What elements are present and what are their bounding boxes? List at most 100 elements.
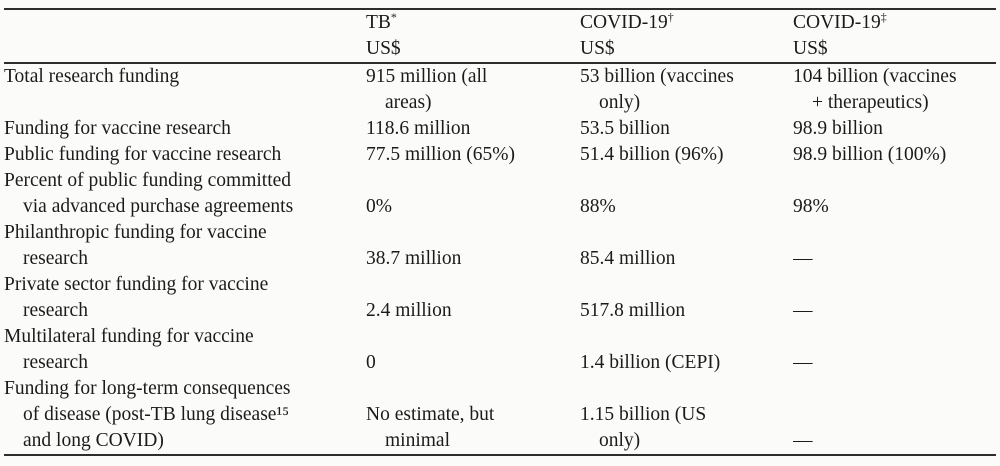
row-label-cell: Total research funding xyxy=(4,63,366,116)
footnote-mark-asterisk: * xyxy=(390,10,397,24)
header-currency: US$ xyxy=(793,38,828,59)
header-currency: US$ xyxy=(580,38,615,59)
value-line: 2.4 million xyxy=(366,300,452,321)
value-line: 53 billion (vaccines xyxy=(580,66,734,87)
header-cell-covid-dagger: COVID-19† US$ xyxy=(580,9,793,64)
table-row: Funding for vaccine research 118.6 millio… xyxy=(4,116,996,142)
value-line: — xyxy=(793,248,813,269)
value-cell: 53 billion (vaccines only) xyxy=(580,63,793,116)
row-label-line: Private sector funding for vaccine xyxy=(4,274,269,295)
value-line: — xyxy=(793,352,813,373)
value-cell: — xyxy=(793,376,996,455)
value-line: No estimate, but xyxy=(366,404,495,425)
row-label-line: Public funding for vaccine research xyxy=(4,144,282,165)
row-label-line: Multilateral funding for vaccine xyxy=(4,326,254,347)
value-line: only) xyxy=(599,92,641,113)
value-line: minimal xyxy=(385,430,450,451)
row-label-cell: Funding for long-term consequences of dis… xyxy=(4,376,366,455)
value-cell: — xyxy=(793,272,996,324)
value-line: 85.4 million xyxy=(580,248,676,269)
value-cell: 118.6 million xyxy=(366,116,580,142)
table-row: Multilateral funding for vaccine research… xyxy=(4,324,996,376)
value-cell: 915 million (all areas) xyxy=(366,63,580,116)
table-row: Total research funding 915 million (all ar… xyxy=(4,63,996,116)
header-cell-empty xyxy=(4,9,366,64)
table-row: Philanthropic funding for vaccine researc… xyxy=(4,220,996,272)
value-line: 98.9 billion (100%) xyxy=(793,144,947,165)
footnote-mark-dagger: † xyxy=(667,10,674,24)
value-cell: 104 billion (vaccines + therapeutics) xyxy=(793,63,996,116)
header-label: TB xyxy=(366,12,391,33)
value-cell: 517.8 million xyxy=(580,272,793,324)
value-cell: 1.15 billion (US only) xyxy=(580,376,793,455)
row-label-cell: Funding for vaccine research xyxy=(4,116,366,142)
table-row: Public funding for vaccine research 77.5 … xyxy=(4,142,996,168)
funding-comparison-table: TB* US$ COVID-19† US$ COVID-19‡ US$ Tota… xyxy=(4,8,996,456)
value-cell: 85.4 million xyxy=(580,220,793,272)
value-line: 104 billion (vaccines xyxy=(793,66,957,87)
value-line: 88% xyxy=(580,196,616,217)
footnote-mark-double-dagger: ‡ xyxy=(880,10,887,24)
header-label: COVID-19 xyxy=(793,12,881,33)
table-row: Private sector funding for vaccine resear… xyxy=(4,272,996,324)
value-line: 53.5 billion xyxy=(580,118,670,139)
value-cell: 98.9 billion (100%) xyxy=(793,142,996,168)
value-cell: 98.9 billion xyxy=(793,116,996,142)
row-label-cell: Percent of public funding committed via a… xyxy=(4,168,366,220)
value-cell: 77.5 million (65%) xyxy=(366,142,580,168)
row-label-line: via advanced purchase agreements xyxy=(23,196,294,217)
value-line: — xyxy=(793,300,813,321)
row-label-line: Funding for long-term consequences xyxy=(4,378,291,399)
row-label-line: research xyxy=(23,352,88,373)
header-cell-tb: TB* US$ xyxy=(366,9,580,64)
value-line: 98.9 billion xyxy=(793,118,883,139)
row-label-line: research xyxy=(23,300,88,321)
value-cell: 0% xyxy=(366,168,580,220)
value-line: 118.6 million xyxy=(366,118,471,139)
value-cell: 38.7 million xyxy=(366,220,580,272)
value-cell: 88% xyxy=(580,168,793,220)
value-cell: 53.5 billion xyxy=(580,116,793,142)
header-label: COVID-19 xyxy=(580,12,668,33)
row-label-line: Funding for vaccine research xyxy=(4,118,231,139)
value-line: + therapeutics) xyxy=(812,92,929,113)
table-body: Total research funding 915 million (all ar… xyxy=(4,63,996,455)
table-header: TB* US$ COVID-19† US$ COVID-19‡ US$ xyxy=(4,9,996,64)
row-label-cell: Private sector funding for vaccine resear… xyxy=(4,272,366,324)
value-cell: 0 xyxy=(366,324,580,376)
row-label-cell: Multilateral funding for vaccine research xyxy=(4,324,366,376)
row-label-cell: Public funding for vaccine research xyxy=(4,142,366,168)
row-label-line: and long COVID) xyxy=(23,430,164,451)
row-label-line: Philanthropic funding for vaccine xyxy=(4,222,267,243)
row-label-line: of disease (post-TB lung disease¹⁵ xyxy=(23,404,290,425)
value-line: 1.4 billion (CEPI) xyxy=(580,352,721,373)
table-row: Percent of public funding committed via a… xyxy=(4,168,996,220)
value-cell: 98% xyxy=(793,168,996,220)
value-cell: 51.4 billion (96%) xyxy=(580,142,793,168)
value-line: 38.7 million xyxy=(366,248,462,269)
value-cell: — xyxy=(793,220,996,272)
header-currency: US$ xyxy=(366,38,401,59)
value-cell: — xyxy=(793,324,996,376)
value-line: 0 xyxy=(366,352,376,373)
value-line: 1.15 billion (US xyxy=(580,404,707,425)
value-cell: 1.4 billion (CEPI) xyxy=(580,324,793,376)
value-line: — xyxy=(793,430,813,451)
value-line: areas) xyxy=(385,92,432,113)
row-label-line: research xyxy=(23,248,88,269)
table-row: Funding for long-term consequences of dis… xyxy=(4,376,996,455)
value-cell: No estimate, but minimal xyxy=(366,376,580,455)
value-line: 915 million (all xyxy=(366,66,488,87)
value-line: 0% xyxy=(366,196,392,217)
value-line: 98% xyxy=(793,196,829,217)
row-label-line: Total research funding xyxy=(4,66,180,87)
row-label-cell: Philanthropic funding for vaccine researc… xyxy=(4,220,366,272)
value-line: 51.4 billion (96%) xyxy=(580,144,724,165)
header-cell-covid-double-dagger: COVID-19‡ US$ xyxy=(793,9,996,64)
row-label-line: Percent of public funding committed xyxy=(4,170,292,191)
value-line: 77.5 million (65%) xyxy=(366,144,515,165)
value-line: 517.8 million xyxy=(580,300,686,321)
value-line: only) xyxy=(599,430,641,451)
header-row: TB* US$ COVID-19† US$ COVID-19‡ US$ xyxy=(4,9,996,64)
